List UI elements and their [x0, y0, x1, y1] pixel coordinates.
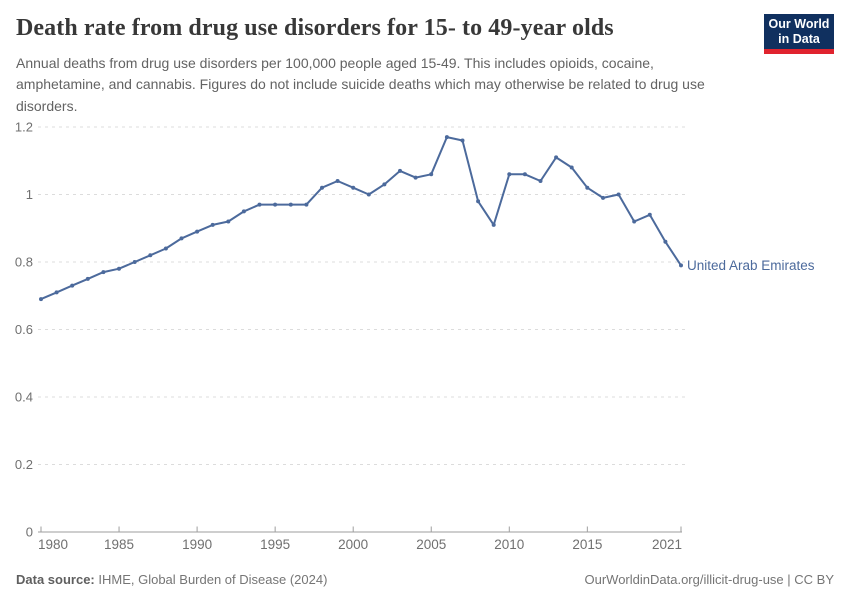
- data-source-text: IHME, Global Burden of Disease (2024): [94, 572, 328, 587]
- data-point[interactable]: [304, 202, 309, 207]
- x-tick-label: 2015: [572, 537, 602, 552]
- x-tick-label: 2010: [494, 537, 524, 552]
- data-point[interactable]: [320, 185, 324, 190]
- chart-header: Death rate from drug use disorders for 1…: [16, 12, 834, 118]
- x-tick-label: 2000: [338, 537, 368, 552]
- data-point[interactable]: [210, 222, 215, 227]
- y-tick-label: 0.6: [15, 322, 33, 337]
- data-point[interactable]: [429, 172, 434, 177]
- data-point[interactable]: [522, 172, 527, 177]
- chart-footer: Data source: IHME, Global Burden of Dise…: [16, 572, 834, 587]
- data-point[interactable]: [241, 209, 246, 214]
- x-tick-label: 1990: [182, 537, 212, 552]
- y-tick-label: 1: [26, 187, 33, 202]
- x-tick-label: 2021: [652, 537, 682, 552]
- data-source: Data source: IHME, Global Burden of Dise…: [16, 572, 327, 587]
- data-point[interactable]: [507, 172, 512, 177]
- data-point[interactable]: [476, 199, 481, 204]
- y-tick-label: 1.2: [15, 120, 33, 135]
- data-point[interactable]: [70, 283, 75, 288]
- data-point[interactable]: [85, 276, 90, 281]
- data-point[interactable]: [226, 219, 231, 224]
- owid-logo[interactable]: Our World in Data: [764, 14, 834, 54]
- data-point[interactable]: [444, 135, 449, 140]
- x-tick-label: 1980: [38, 537, 68, 552]
- data-point[interactable]: [101, 270, 106, 275]
- x-tick-label: 1985: [104, 537, 134, 552]
- x-tick-label: 2005: [416, 537, 446, 552]
- chart-subtitle: Annual deaths from drug use disorders pe…: [16, 54, 705, 115]
- data-point[interactable]: [117, 266, 121, 271]
- y-tick-label: 0: [26, 525, 33, 540]
- data-point[interactable]: [460, 138, 465, 143]
- data-point[interactable]: [679, 263, 683, 268]
- data-point[interactable]: [366, 192, 371, 197]
- data-point[interactable]: [491, 222, 496, 227]
- owid-logo-line2: in Data: [778, 31, 820, 46]
- data-point[interactable]: [351, 185, 356, 190]
- data-point[interactable]: [39, 297, 43, 302]
- data-point[interactable]: [195, 229, 200, 234]
- data-point[interactable]: [382, 182, 387, 187]
- series-line-united-arab-emirates[interactable]: [40, 136, 682, 301]
- data-point[interactable]: [163, 246, 168, 251]
- data-point[interactable]: [257, 202, 262, 207]
- data-point[interactable]: [413, 175, 418, 180]
- series-label[interactable]: United Arab Emirates: [687, 258, 815, 273]
- data-point[interactable]: [585, 185, 590, 190]
- x-tick-label: 1995: [260, 537, 290, 552]
- data-point[interactable]: [132, 260, 137, 264]
- data-source-label: Data source:: [16, 572, 95, 587]
- y-tick-label: 0.4: [15, 390, 33, 405]
- y-tick-label: 0.8: [15, 255, 33, 270]
- data-point[interactable]: [335, 179, 340, 183]
- data-point[interactable]: [663, 239, 668, 244]
- data-point[interactable]: [288, 202, 293, 207]
- page-title: Death rate from drug use disorders for 1…: [16, 15, 614, 41]
- data-point[interactable]: [569, 165, 574, 170]
- owid-logo-line1: Our World: [768, 16, 830, 31]
- data-point[interactable]: [601, 195, 605, 200]
- data-point[interactable]: [54, 290, 59, 295]
- credit-link[interactable]: OurWorldinData.org/illicit-drug-use | CC…: [584, 572, 835, 587]
- data-point[interactable]: [148, 253, 153, 258]
- y-tick-label: 0.2: [15, 457, 33, 472]
- data-point[interactable]: [538, 179, 543, 183]
- data-point[interactable]: [616, 192, 621, 197]
- data-point[interactable]: [554, 155, 559, 160]
- data-point[interactable]: [179, 236, 184, 241]
- data-point[interactable]: [398, 168, 402, 173]
- data-point[interactable]: [647, 212, 652, 217]
- data-point[interactable]: [632, 219, 637, 224]
- data-point[interactable]: [273, 202, 278, 207]
